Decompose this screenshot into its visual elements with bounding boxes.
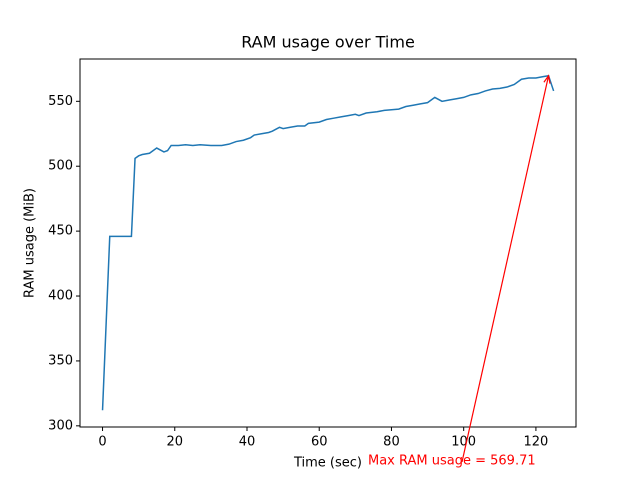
x-tick-label: 120 <box>523 435 548 450</box>
x-axis-label: Time (sec) <box>293 456 362 471</box>
y-tick-label: 450 <box>48 224 73 239</box>
y-tick-label: 300 <box>48 418 73 433</box>
annotation-arrow <box>461 75 550 463</box>
x-tick-label: 80 <box>383 435 400 450</box>
annotation-text: Max RAM usage = 569.71 <box>368 454 536 469</box>
x-tick-label: 40 <box>239 435 256 450</box>
plot-frame <box>79 58 577 428</box>
chart-title: RAM usage over Time <box>241 33 415 52</box>
x-tick-label: 0 <box>98 435 106 450</box>
y-tick-label: 500 <box>48 159 73 174</box>
x-tick-label: 100 <box>451 435 476 450</box>
x-tick-label: 20 <box>166 435 183 450</box>
y-axis-label: RAM usage (MiB) <box>23 188 38 298</box>
line <box>101 74 555 411</box>
annotation-arrowhead <box>543 74 551 84</box>
y-tick-label: 400 <box>48 289 73 304</box>
y-tick-label: 550 <box>48 94 73 109</box>
y-tick-label: 350 <box>48 353 73 368</box>
x-tick-label: 60 <box>311 435 328 450</box>
